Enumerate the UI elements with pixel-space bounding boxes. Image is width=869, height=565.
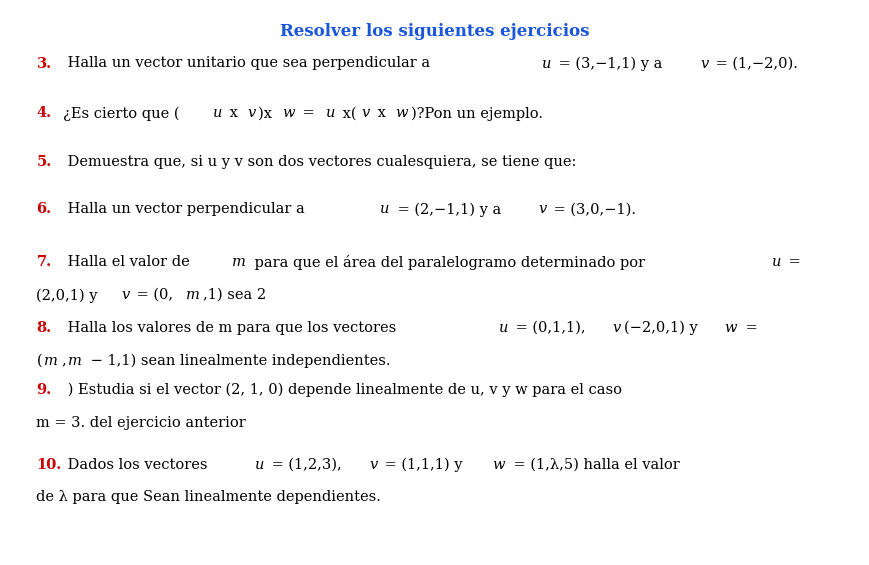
Text: m = 3. del ejercicio anterior: m = 3. del ejercicio anterior (36, 416, 246, 430)
Text: 10.: 10. (36, 458, 62, 472)
Text: ,: , (62, 354, 66, 368)
Text: x: x (373, 106, 390, 120)
Text: 8.: 8. (36, 321, 51, 335)
Text: = (3,0,−1).: = (3,0,−1). (549, 202, 636, 216)
Text: v: v (248, 106, 255, 120)
Text: v: v (369, 458, 378, 472)
Text: m: m (185, 288, 199, 302)
Text: v: v (122, 288, 130, 302)
Text: (−2,0,1) y: (−2,0,1) y (624, 321, 702, 335)
Text: − 1,1) sean linealmente independientes.: − 1,1) sean linealmente independientes. (86, 354, 390, 368)
Text: m: m (68, 354, 82, 368)
Text: )x: )x (258, 106, 277, 120)
Text: w: w (493, 458, 505, 472)
Text: = (2,−1,1) y a: = (2,−1,1) y a (393, 202, 506, 216)
Text: w: w (395, 106, 408, 120)
Text: 6.: 6. (36, 202, 51, 216)
Text: u: u (213, 106, 222, 120)
Text: x: x (225, 106, 242, 120)
Text: x(: x( (338, 106, 356, 120)
Text: m: m (43, 354, 57, 368)
Text: = (3,−1,1) y a: = (3,−1,1) y a (554, 56, 667, 71)
Text: 3.: 3. (36, 56, 51, 71)
Text: para que el área del paralelogramo determinado por: para que el área del paralelogramo deter… (250, 255, 654, 271)
Text: v: v (700, 56, 708, 71)
Text: = (1,2,3),: = (1,2,3), (267, 458, 347, 472)
Text: ,1) sea 2: ,1) sea 2 (203, 288, 267, 302)
Text: (2,0,1) y: (2,0,1) y (36, 288, 103, 302)
Text: Halla un vector perpendicular a: Halla un vector perpendicular a (63, 202, 309, 216)
Text: = (1,λ,5) halla el valor: = (1,λ,5) halla el valor (508, 458, 680, 472)
Text: 7.: 7. (36, 255, 51, 270)
Text: u: u (381, 202, 390, 216)
Text: m: m (232, 255, 246, 270)
Text: Resolver los siguientes ejercicios: Resolver los siguientes ejercicios (280, 23, 589, 40)
Text: de λ para que Sean linealmente dependientes.: de λ para que Sean linealmente dependien… (36, 490, 381, 505)
Text: Halla el valor de: Halla el valor de (63, 255, 194, 270)
Text: Demuestra que, si u y v son dos vectores cualesquiera, se tiene que:: Demuestra que, si u y v son dos vectores… (63, 155, 576, 169)
Text: =: = (298, 106, 320, 120)
Text: u: u (499, 321, 507, 335)
Text: ¿Es cierto que (: ¿Es cierto que ( (63, 106, 179, 120)
Text: 9.: 9. (36, 383, 51, 397)
Text: Dados los vectores: Dados los vectores (63, 458, 212, 472)
Text: u: u (326, 106, 335, 120)
Text: = (1,1,1) y: = (1,1,1) y (380, 458, 468, 472)
Text: Halla los valores de m para que los vectores: Halla los valores de m para que los vect… (63, 321, 401, 335)
Text: = (1,−2,0).: = (1,−2,0). (711, 56, 798, 71)
Text: = (0,: = (0, (132, 288, 174, 302)
Text: w: w (282, 106, 295, 120)
Text: =: = (740, 321, 758, 335)
Text: 5.: 5. (36, 155, 52, 169)
Text: ) Estudia si el vector (2, 1, 0) depende linealmente de u, v y w para el caso: ) Estudia si el vector (2, 1, 0) depende… (63, 383, 621, 397)
Text: )?Pon un ejemplo.: )?Pon un ejemplo. (411, 106, 543, 120)
Text: u: u (255, 458, 264, 472)
Text: v: v (362, 106, 370, 120)
Text: Halla un vector unitario que sea perpendicular a: Halla un vector unitario que sea perpend… (63, 56, 434, 71)
Text: (: ( (36, 354, 42, 368)
Text: u: u (542, 56, 552, 71)
Text: v: v (613, 321, 621, 335)
Text: v: v (538, 202, 547, 216)
Text: = (0,1,1),: = (0,1,1), (511, 321, 590, 335)
Text: u: u (772, 255, 781, 270)
Text: w: w (725, 321, 737, 335)
Text: 4.: 4. (36, 106, 51, 120)
Text: =: = (784, 255, 800, 270)
